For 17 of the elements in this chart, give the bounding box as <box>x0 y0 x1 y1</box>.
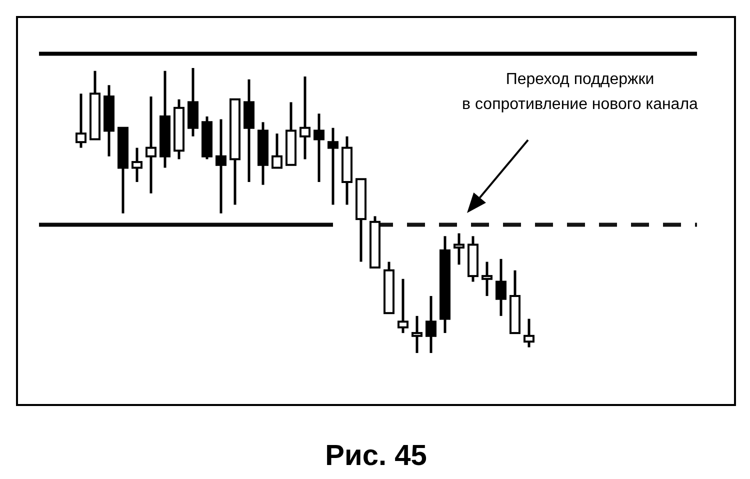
candlestick <box>216 118 226 215</box>
candlestick <box>146 95 156 195</box>
candlestick <box>454 232 464 266</box>
candlestick <box>300 75 310 160</box>
annotation: Переход поддержки в сопротивление нового канала <box>462 71 698 113</box>
candlestick <box>412 314 422 354</box>
candlestick <box>132 146 142 184</box>
candlestick <box>76 92 86 150</box>
candlestick <box>314 112 324 184</box>
candlestick <box>524 318 534 349</box>
candlestick <box>398 278 408 334</box>
text: Рис. 45 <box>325 440 427 472</box>
candlestick <box>426 294 436 354</box>
candlestick <box>482 260 492 298</box>
candlestick <box>272 132 282 169</box>
candlestick <box>496 258 506 318</box>
candlestick <box>328 126 338 206</box>
